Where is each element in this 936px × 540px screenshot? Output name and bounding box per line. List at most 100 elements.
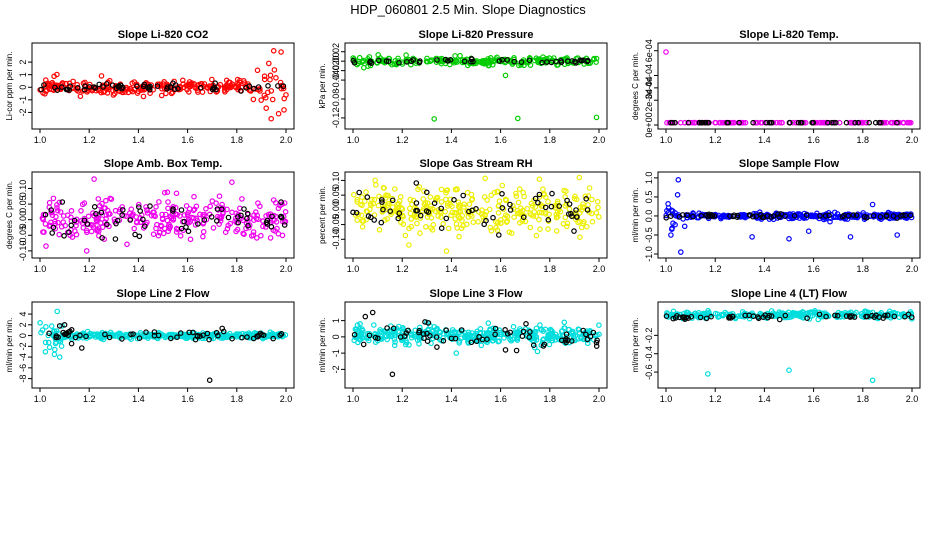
data-point-primary: [161, 225, 168, 232]
data-point-secondary: [119, 85, 125, 92]
data-point-secondary: [448, 335, 455, 342]
data-point-secondary: [423, 208, 430, 214]
data-point-primary: [588, 210, 595, 217]
data-point-primary: [58, 224, 65, 230]
data-point-secondary: [558, 59, 565, 66]
data-point-secondary: [270, 335, 277, 342]
data-point-secondary: [61, 233, 67, 239]
data-point-primary: [255, 200, 261, 206]
data-point-secondary: [750, 313, 757, 320]
data-point-secondary: [782, 312, 789, 319]
data-point-secondary: [782, 213, 788, 219]
data-point-primary: [461, 201, 468, 208]
data-point-primary: [819, 119, 826, 126]
data-point-secondary: [195, 221, 201, 227]
x-tick-label: 1.8: [231, 135, 244, 145]
data-point-primary: [577, 234, 583, 241]
data-point-secondary: [268, 224, 275, 230]
data-point-primary: [462, 329, 468, 336]
data-point-primary: [825, 210, 832, 216]
data-point-primary: [531, 57, 538, 64]
data-point-secondary: [504, 57, 511, 63]
data-point-secondary: [53, 333, 60, 339]
data-point-primary: [545, 226, 551, 232]
data-point-primary: [495, 338, 502, 345]
data-point-primary: [190, 207, 197, 214]
data-point-secondary: [396, 59, 402, 66]
data-point-primary: [566, 206, 573, 212]
x-tick-label: 1.2: [83, 264, 96, 274]
chart-panel-5: Slope Gas Stream RH 1.0 1.2 1.4 1.6 1.8 2.0 -0.…: [318, 158, 608, 274]
y-tick-label: -0.04: [331, 70, 341, 91]
data-point-primary: [354, 217, 361, 224]
data-point-secondary: [822, 213, 829, 219]
data-point-primary: [84, 328, 91, 335]
data-point-secondary: [220, 328, 227, 335]
data-point-secondary: [96, 81, 103, 88]
data-point-secondary: [396, 210, 403, 217]
data-point-secondary: [447, 56, 454, 63]
data-point-secondary: [174, 334, 180, 341]
data-point-primary: [558, 334, 564, 341]
data-point-secondary: [99, 235, 105, 241]
data-point-primary: [407, 61, 414, 68]
data-point-primary: [90, 210, 96, 216]
data-point-primary: [807, 212, 814, 219]
data-point-secondary: [59, 199, 66, 205]
y-tick-label: -2: [18, 342, 28, 350]
data-point-primary: [359, 202, 365, 209]
y-tick-label: -8: [18, 375, 28, 383]
data-point-primary: [272, 228, 279, 234]
data-point-primary: [394, 201, 401, 208]
data-point-primary: [454, 186, 460, 192]
data-point-primary: [235, 84, 242, 91]
data-point-primary: [424, 200, 431, 206]
data-point-primary: [51, 351, 58, 358]
data-point-primary: [469, 197, 475, 203]
y-tick-label: 0.05: [331, 186, 341, 204]
data-point-primary: [147, 90, 153, 97]
data-point-secondary: [908, 314, 915, 321]
data-point-primary: [442, 208, 449, 215]
y-tick-label: 0.05: [18, 195, 28, 213]
data-point-secondary: [68, 222, 75, 229]
data-point-secondary: [698, 119, 705, 126]
data-point-secondary: [817, 213, 823, 219]
data-point-secondary: [855, 119, 862, 126]
data-point-primary: [515, 199, 522, 206]
data-point-primary: [800, 119, 807, 126]
data-point-secondary: [445, 57, 451, 64]
data-point-secondary: [137, 208, 144, 214]
y-axis-label: ml/min per min.: [318, 318, 327, 373]
data-point-secondary: [356, 189, 363, 196]
data-point-primary: [491, 189, 498, 196]
data-point-secondary: [250, 335, 257, 342]
data-point-primary: [55, 219, 61, 226]
data-point-primary: [799, 309, 806, 316]
data-point-secondary: [483, 217, 489, 224]
data-point-primary: [466, 201, 473, 208]
data-point-primary: [166, 223, 172, 229]
data-point-primary: [427, 329, 433, 336]
data-point-secondary: [747, 212, 754, 218]
data-point-primary: [456, 233, 462, 240]
data-point-secondary: [663, 215, 670, 221]
data-point-primary: [98, 334, 104, 341]
data-point-primary: [416, 184, 423, 190]
data-point-primary: [280, 85, 287, 92]
data-point-secondary: [206, 377, 213, 384]
data-point-secondary: [572, 58, 578, 65]
data-point-primary: [74, 81, 81, 88]
data-point-secondary: [755, 315, 762, 322]
x-tick-label: 2.0: [906, 394, 919, 404]
data-point-secondary: [850, 212, 857, 218]
data-point-primary: [275, 231, 282, 237]
data-point-primary: [806, 309, 813, 316]
data-point-primary: [150, 231, 157, 238]
data-point-secondary: [401, 333, 408, 339]
x-tick-label: 2.0: [280, 135, 293, 145]
data-point-primary: [443, 248, 450, 254]
data-point-primary: [908, 311, 915, 318]
data-point-primary: [583, 223, 590, 230]
x-tick-label: 1.6: [181, 135, 194, 145]
